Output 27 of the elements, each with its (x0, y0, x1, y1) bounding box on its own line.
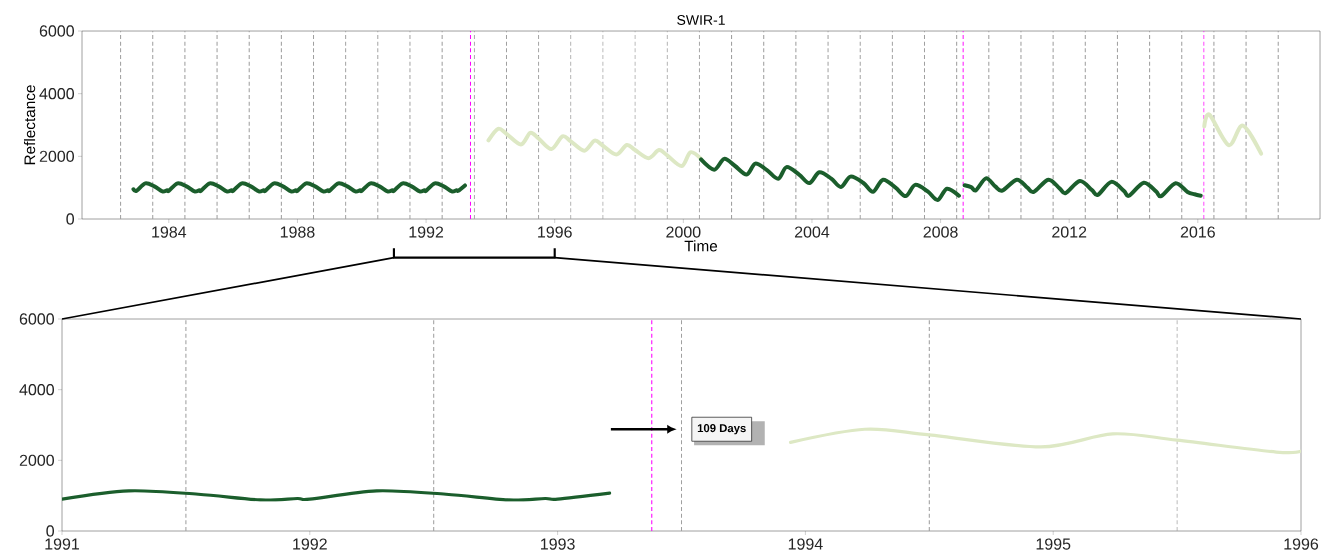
x-tick-label: 2004 (794, 226, 830, 238)
x-axis-title: Time (684, 240, 718, 252)
chart-title: SWIR-1 (677, 15, 725, 25)
y-tick-label: 6000 (39, 25, 75, 37)
x-tick-label: 1996 (1284, 538, 1319, 550)
x-tick-label: 1995 (1036, 538, 1071, 550)
y-tick-label: 2000 (19, 454, 55, 466)
x-tick-label: 1992 (293, 538, 327, 550)
x-tick-label: 2000 (666, 226, 701, 238)
y-tick-label: 2000 (39, 150, 75, 162)
x-tick-label: 1991 (45, 538, 80, 550)
x-tick-label: 2008 (923, 226, 958, 238)
x-tick-label: 1988 (280, 226, 315, 238)
x-tick-label: 2016 (1180, 226, 1215, 238)
x-tick-label: 1994 (788, 538, 823, 550)
x-tick-label: 1992 (409, 226, 444, 238)
x-tick-label: 2012 (1052, 226, 1087, 238)
y-tick-label: 4000 (39, 88, 75, 100)
annotation: 109 Days (697, 424, 746, 435)
x-tick-label: 1993 (541, 538, 575, 550)
y-tick-label: 6000 (19, 313, 55, 325)
y-axis-title: Reflectance (23, 85, 36, 165)
x-tick-label: 1984 (152, 226, 187, 238)
y-tick-label: 4000 (19, 384, 55, 396)
y-tick-label: 0 (46, 525, 55, 537)
y-tick-label: 0 (66, 213, 75, 225)
x-tick-label: 1996 (538, 226, 572, 238)
